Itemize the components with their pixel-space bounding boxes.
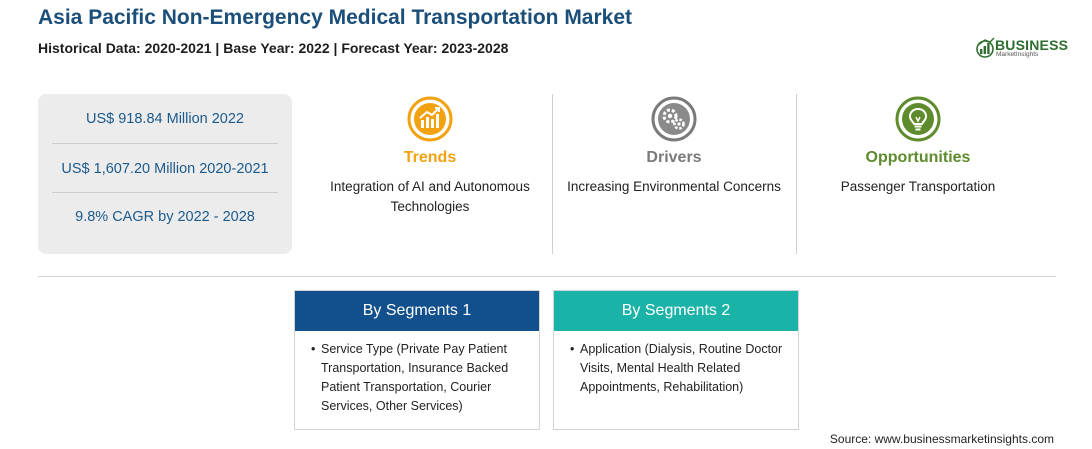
lightbulb-icon: [895, 96, 941, 142]
segment-1-body: • Service Type (Private Pay Patient Tran…: [295, 331, 539, 416]
bullet: •: [311, 342, 316, 356]
trends-label: Trends: [403, 149, 457, 166]
stat-divider: [52, 143, 278, 144]
stat-market-size-historical: US$ 1,607.20 Million 2020-2021: [61, 161, 269, 177]
stat-divider: [52, 192, 278, 193]
gears-icon: [651, 96, 697, 142]
drivers-label: Drivers: [646, 149, 702, 166]
segment-2-text: Application (Dialysis, Routine Doctor Vi…: [580, 342, 783, 394]
logo-subtext: MarketInsights: [996, 51, 1039, 58]
chart-up-icon: [407, 96, 453, 142]
source-note: Source: www.businessmarketinsights.com: [829, 432, 1054, 446]
page-subtitle: Historical Data: 2020-2021 | Base Year: …: [38, 40, 509, 56]
segment-card-2: By Segments 2 • Application (Dialysis, R…: [553, 290, 799, 430]
column-divider: [552, 94, 553, 254]
drivers-text: Increasing Environmental Concerns: [567, 179, 781, 194]
logo-globe-icon: [976, 37, 995, 58]
segment-1-title: By Segments 1: [295, 291, 539, 331]
trends-column: Trends Integration of AI and Autonomous …: [308, 94, 552, 254]
trends-text: Integration of AI and Autonomous Technol…: [330, 179, 530, 214]
opportunities-column: Opportunities Passenger Transportation: [797, 94, 1039, 254]
segment-card-1: By Segments 1 • Service Type (Private Pa…: [294, 290, 540, 430]
stat-cagr: 9.8% CAGR by 2022 - 2028: [75, 209, 255, 225]
opportunities-text: Passenger Transportation: [840, 179, 996, 194]
drivers-column: Drivers Increasing Environmental Concern…: [553, 94, 795, 254]
stat-market-size-2022: US$ 918.84 Million 2022: [86, 111, 244, 127]
bullet: •: [570, 342, 575, 356]
section-divider: [38, 276, 1056, 277]
page-title: Asia Pacific Non-Emergency Medical Trans…: [38, 6, 633, 29]
column-divider: [796, 94, 797, 254]
logo-wordmark: BUSINESS: [995, 37, 1069, 53]
segment-2-body: • Application (Dialysis, Routine Doctor …: [554, 331, 798, 397]
segment-1-text: Service Type (Private Pay Patient Transp…: [321, 342, 509, 413]
segment-2-title: By Segments 2: [554, 291, 798, 331]
opportunities-label: Opportunities: [865, 149, 971, 166]
market-stats-panel: US$ 918.84 Million 2022 US$ 1,607.20 Mil…: [38, 94, 292, 254]
company-logo: BUSINESS MarketInsights: [975, 36, 1069, 60]
